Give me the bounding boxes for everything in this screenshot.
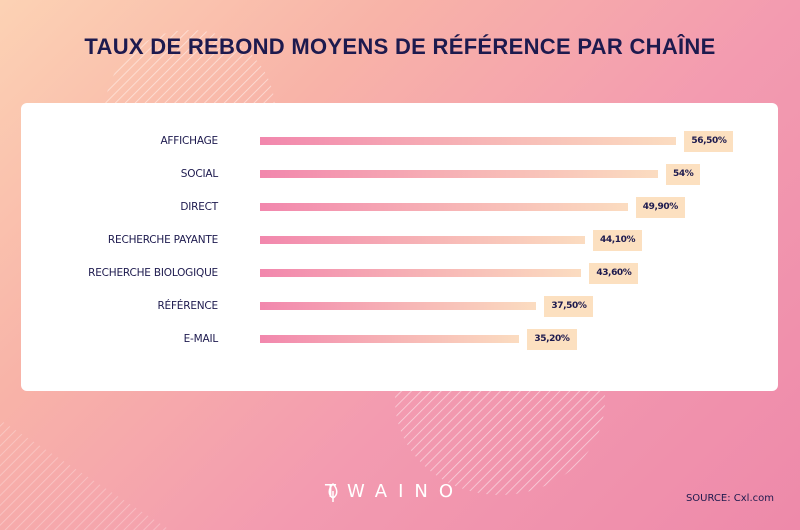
category-label: E-MAIL: [183, 333, 219, 345]
chart-title: TAUX DE REBOND MOYENS DE RÉFÉRENCE PAR C…: [84, 34, 716, 59]
category-label: AFFICHAGE: [160, 135, 218, 147]
value-label: 44,10%: [593, 230, 643, 251]
category-label: RECHERCHE BIOLOGIQUE: [88, 267, 218, 279]
category-label: RÉFÉRENCE: [157, 300, 218, 312]
bar: [260, 269, 582, 277]
value-label: 49,90%: [635, 197, 685, 218]
bar: [260, 170, 658, 178]
source-note: SOURCE: Cxl.com: [685, 493, 774, 504]
bar: [260, 137, 677, 145]
brand-name: TWAINO: [325, 481, 465, 502]
category-label: RECHERCHE PAYANTE: [107, 234, 218, 246]
bar: [260, 302, 537, 310]
bar: [260, 203, 628, 211]
value-label: 43,60%: [589, 263, 639, 284]
bar: [260, 236, 586, 244]
leaf-logo-icon: [328, 483, 338, 502]
category-label: SOCIAL: [180, 168, 218, 180]
value-label: 37,50%: [544, 296, 594, 317]
value-label: 56,50%: [684, 131, 734, 152]
value-label: 35,20%: [527, 329, 577, 350]
chart-card: AFFICHAGE 56,50% SOCIAL 54% DIRECT 49,90% RECH…: [21, 103, 778, 391]
bar: [260, 335, 520, 343]
category-label: DIRECT: [180, 201, 218, 213]
value-label: 54%: [665, 164, 701, 185]
